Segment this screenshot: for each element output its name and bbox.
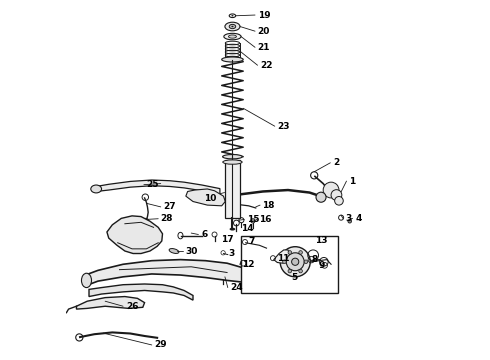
Circle shape — [299, 251, 302, 254]
Text: 22: 22 — [260, 61, 272, 70]
Text: 27: 27 — [163, 202, 176, 211]
Ellipse shape — [231, 26, 234, 27]
Ellipse shape — [229, 24, 236, 29]
Ellipse shape — [91, 185, 101, 193]
Circle shape — [348, 220, 351, 223]
Text: 2: 2 — [333, 158, 339, 167]
Polygon shape — [85, 260, 248, 286]
Bar — [242, 235, 338, 293]
Text: 23: 23 — [277, 122, 290, 131]
Ellipse shape — [231, 15, 234, 17]
Polygon shape — [89, 284, 193, 300]
Ellipse shape — [224, 33, 241, 40]
Ellipse shape — [81, 273, 92, 288]
Text: 10: 10 — [204, 194, 216, 203]
Circle shape — [304, 260, 308, 264]
Circle shape — [323, 182, 339, 198]
Ellipse shape — [223, 160, 242, 164]
Circle shape — [280, 247, 310, 277]
Text: 20: 20 — [258, 27, 270, 36]
Text: 7: 7 — [248, 237, 255, 246]
Ellipse shape — [222, 154, 243, 159]
Polygon shape — [274, 250, 290, 263]
Ellipse shape — [221, 57, 243, 62]
Text: 1: 1 — [349, 176, 355, 185]
Ellipse shape — [242, 270, 252, 284]
Text: 8: 8 — [311, 255, 318, 264]
Text: 14: 14 — [242, 224, 254, 233]
Text: 3: 3 — [228, 249, 235, 258]
Text: 5: 5 — [292, 273, 298, 282]
Circle shape — [292, 258, 299, 265]
Circle shape — [286, 253, 304, 271]
Text: 19: 19 — [258, 10, 270, 19]
Text: 25: 25 — [147, 180, 159, 189]
Circle shape — [288, 269, 292, 273]
Text: 17: 17 — [220, 235, 233, 244]
Circle shape — [251, 219, 255, 223]
Ellipse shape — [230, 228, 235, 230]
Text: 24: 24 — [231, 283, 243, 292]
Text: 28: 28 — [161, 214, 173, 223]
Text: 15: 15 — [247, 215, 260, 224]
Polygon shape — [186, 189, 225, 206]
Text: 4: 4 — [355, 214, 362, 223]
Ellipse shape — [225, 22, 240, 31]
Circle shape — [331, 190, 342, 201]
Text: 30: 30 — [186, 247, 198, 256]
Text: 18: 18 — [262, 201, 275, 210]
Text: 11: 11 — [277, 254, 290, 263]
Text: 12: 12 — [243, 260, 255, 269]
Text: 9: 9 — [319, 261, 325, 270]
Ellipse shape — [228, 35, 236, 38]
FancyBboxPatch shape — [224, 160, 240, 218]
Ellipse shape — [169, 248, 179, 253]
Circle shape — [316, 192, 326, 202]
Circle shape — [288, 251, 292, 254]
Text: 16: 16 — [259, 215, 272, 224]
Text: 21: 21 — [258, 43, 270, 52]
Text: 6: 6 — [201, 230, 207, 239]
Polygon shape — [76, 297, 145, 309]
Circle shape — [299, 269, 302, 273]
Polygon shape — [96, 180, 220, 194]
Text: 26: 26 — [126, 302, 139, 311]
Circle shape — [283, 260, 286, 264]
Polygon shape — [107, 216, 163, 253]
Text: 13: 13 — [315, 237, 327, 246]
Text: 29: 29 — [155, 341, 167, 350]
Circle shape — [335, 197, 343, 205]
Text: 3: 3 — [345, 214, 352, 223]
